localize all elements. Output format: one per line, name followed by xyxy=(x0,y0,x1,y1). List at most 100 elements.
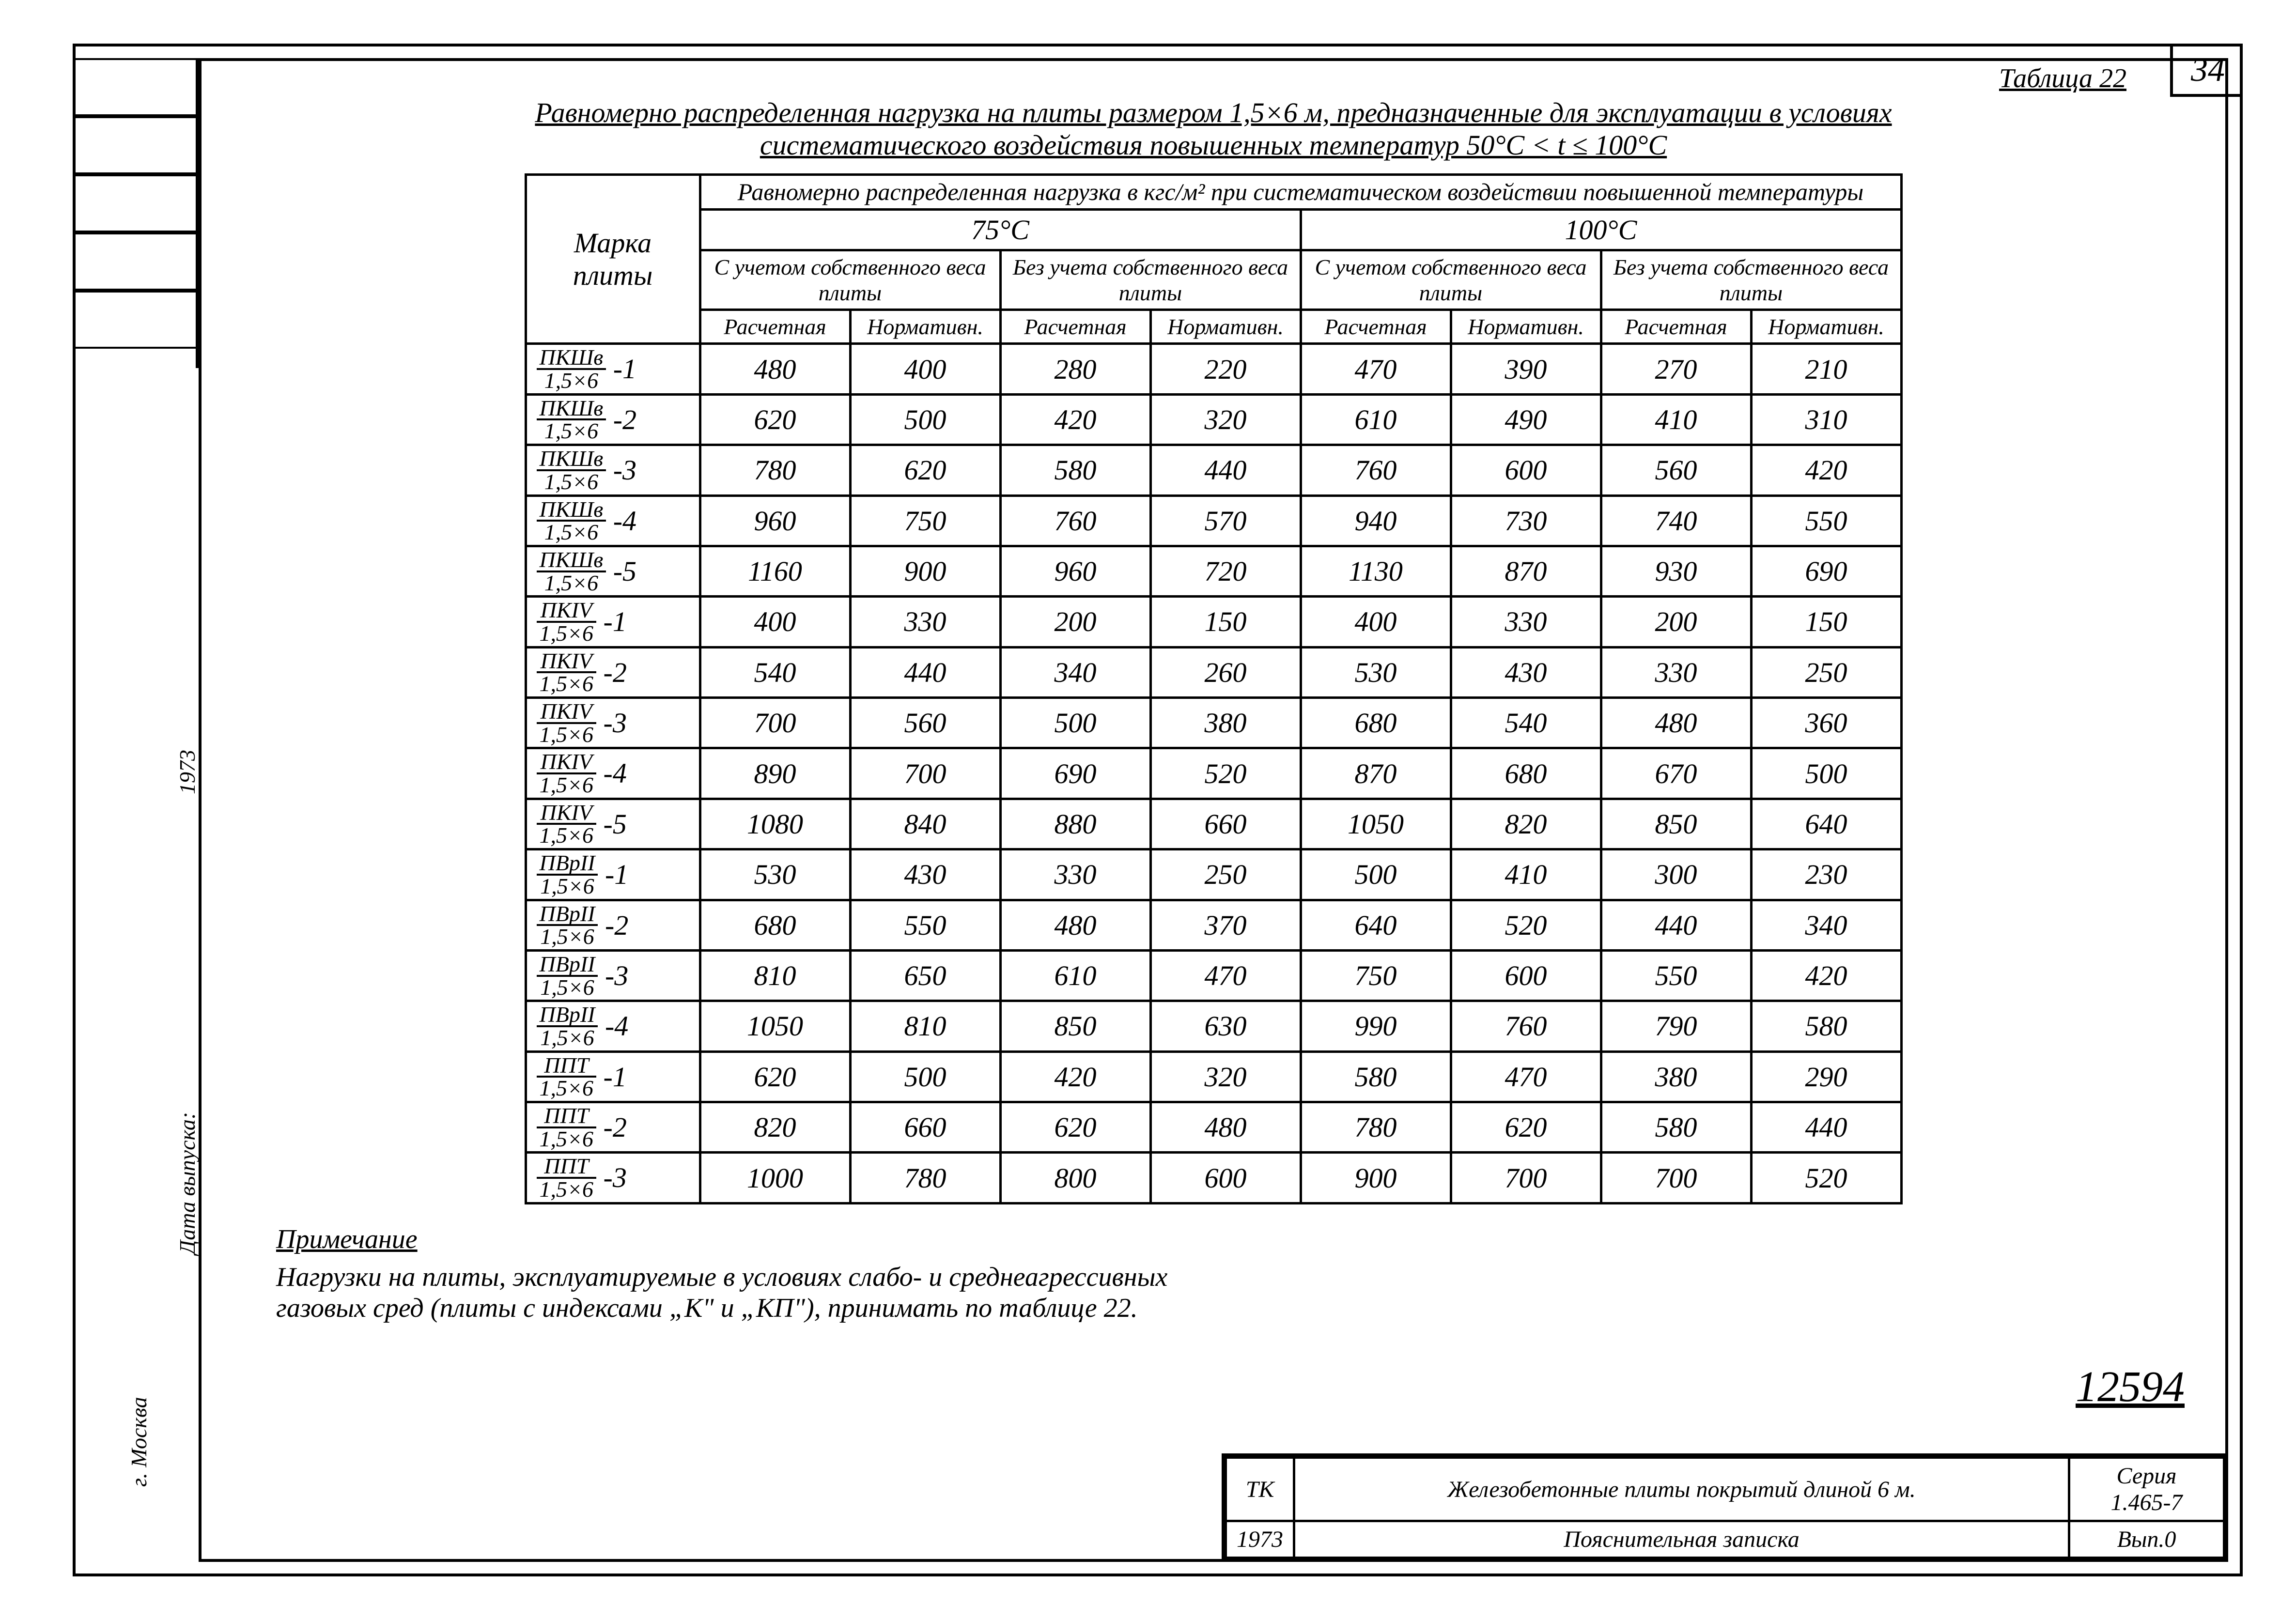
note-block: Примечание Нагрузки на плиты, эксплуатир… xyxy=(276,1224,2209,1324)
data-cell: 580 xyxy=(1751,1001,1901,1051)
hdr-c7: Расчетная xyxy=(1601,310,1751,344)
data-cell: 440 xyxy=(850,647,1000,697)
title-line-2: систематического воздействия повышенных … xyxy=(760,129,1667,161)
data-cell: 780 xyxy=(700,445,850,495)
row-label: ПВрII1,5×6 -2 xyxy=(526,900,700,950)
data-cell: 370 xyxy=(1150,900,1301,950)
data-cell: 480 xyxy=(1601,698,1751,748)
data-cell: 340 xyxy=(1751,900,1901,950)
data-cell: 750 xyxy=(850,495,1000,546)
data-cell: 640 xyxy=(1301,900,1451,950)
data-cell: 480 xyxy=(700,344,850,394)
data-cell: 440 xyxy=(1150,445,1301,495)
hdr-c8: Нормативн. xyxy=(1751,310,1901,344)
table-row: ППТ1,5×6 -31000780800600900700700520 xyxy=(526,1153,1901,1203)
data-cell: 430 xyxy=(850,849,1000,900)
row-label: ПКIV1,5×6 -1 xyxy=(526,597,700,647)
data-cell: 900 xyxy=(1301,1153,1451,1203)
data-cell: 680 xyxy=(1451,748,1601,799)
table-number-label: Таблица 22 xyxy=(218,63,2126,94)
data-cell: 990 xyxy=(1301,1001,1451,1051)
data-cell: 360 xyxy=(1751,698,1901,748)
data-cell: 230 xyxy=(1751,849,1901,900)
hdr-100-with: С учетом собственного веса плиты xyxy=(1301,250,1601,310)
data-cell: 250 xyxy=(1751,647,1901,697)
table-row: ПКШв1,5×6 -1480400280220470390270210 xyxy=(526,344,1901,394)
data-cell: 740 xyxy=(1601,495,1751,546)
data-cell: 150 xyxy=(1150,597,1301,647)
hdr-marka: Марка плиты xyxy=(526,175,700,344)
data-cell: 750 xyxy=(1301,950,1451,1001)
data-cell: 430 xyxy=(1451,647,1601,697)
table-row: ПКШв1,5×6 -511609009607201130870930690 xyxy=(526,546,1901,596)
table-row: ПКШв1,5×6 -3780620580440760600560420 xyxy=(526,445,1901,495)
data-cell: 280 xyxy=(1000,344,1150,394)
data-cell: 390 xyxy=(1451,344,1601,394)
note-title: Примечание xyxy=(276,1224,2209,1255)
data-cell: 1050 xyxy=(700,1001,850,1051)
data-cell: 850 xyxy=(1000,1001,1150,1051)
data-cell: 820 xyxy=(700,1102,850,1153)
data-cell: 150 xyxy=(1751,597,1901,647)
table-row: ПКIV1,5×6 -1400330200150400330200150 xyxy=(526,597,1901,647)
data-cell: 400 xyxy=(1301,597,1451,647)
data-cell: 320 xyxy=(1150,1051,1301,1102)
data-cell: 500 xyxy=(850,1051,1000,1102)
data-cell: 680 xyxy=(1301,698,1451,748)
data-cell: 1160 xyxy=(700,546,850,596)
stamp-series: Серия 1.465-7 xyxy=(2069,1458,2224,1521)
table-header: Марка плиты Равномерно распределенная на… xyxy=(526,175,1901,344)
data-cell: 470 xyxy=(1150,950,1301,1001)
data-cell: 1130 xyxy=(1301,546,1451,596)
row-label: ПКIV1,5×6 -3 xyxy=(526,698,700,748)
binding-city: г. Москва xyxy=(126,1397,152,1487)
data-cell: 700 xyxy=(1451,1153,1601,1203)
table-row: ПКШв1,5×6 -4960750760570940730740550 xyxy=(526,495,1901,546)
data-cell: 410 xyxy=(1451,849,1601,900)
table-row: ПВрII1,5×6 -2680550480370640520440340 xyxy=(526,900,1901,950)
data-cell: 530 xyxy=(1301,647,1451,697)
stamp-series-value: 1.465-7 xyxy=(2111,1490,2183,1515)
data-cell: 610 xyxy=(1301,394,1451,445)
table-title: Равномерно распределенная нагрузка на пл… xyxy=(237,97,2189,161)
data-cell: 840 xyxy=(850,799,1000,849)
row-label: ПКIV1,5×6 -5 xyxy=(526,799,700,849)
data-cell: 600 xyxy=(1451,950,1601,1001)
hdr-c5: Расчетная xyxy=(1301,310,1451,344)
data-cell: 310 xyxy=(1751,394,1901,445)
data-cell: 500 xyxy=(1301,849,1451,900)
table-row: ПКШв1,5×6 -2620500420320610490410310 xyxy=(526,394,1901,445)
data-cell: 540 xyxy=(700,647,850,697)
data-cell: 620 xyxy=(700,1051,850,1102)
data-cell: 550 xyxy=(1751,495,1901,546)
hdr-75-without: Без учета собственного веса плиты xyxy=(1000,250,1301,310)
table-row: ПКIV1,5×6 -4890700690520870680670500 xyxy=(526,748,1901,799)
data-cell: 580 xyxy=(1000,445,1150,495)
data-cell: 380 xyxy=(1150,698,1301,748)
stamp-title: Железобетонные плиты покрытий длиной 6 м… xyxy=(1294,1458,2069,1521)
data-cell: 540 xyxy=(1451,698,1601,748)
data-cell: 520 xyxy=(1150,748,1301,799)
row-label: ПВрII1,5×6 -1 xyxy=(526,849,700,900)
data-cell: 790 xyxy=(1601,1001,1751,1051)
data-cell: 210 xyxy=(1751,344,1901,394)
data-cell: 260 xyxy=(1150,647,1301,697)
row-label: ПКШв1,5×6 -2 xyxy=(526,394,700,445)
data-cell: 330 xyxy=(850,597,1000,647)
data-cell: 940 xyxy=(1301,495,1451,546)
data-cell: 870 xyxy=(1301,748,1451,799)
data-cell: 930 xyxy=(1601,546,1751,596)
data-cell: 620 xyxy=(1451,1102,1601,1153)
data-cell: 300 xyxy=(1601,849,1751,900)
table-row: ПКIV1,5×6 -510808408806601050820850640 xyxy=(526,799,1901,849)
data-cell: 530 xyxy=(700,849,850,900)
hdr-c1: Расчетная xyxy=(700,310,850,344)
data-cell: 760 xyxy=(1000,495,1150,546)
row-label: ПКШв1,5×6 -1 xyxy=(526,344,700,394)
data-cell: 270 xyxy=(1601,344,1751,394)
data-cell: 890 xyxy=(700,748,850,799)
data-cell: 1080 xyxy=(700,799,850,849)
data-cell: 1050 xyxy=(1301,799,1451,849)
data-cell: 720 xyxy=(1150,546,1301,596)
data-cell: 690 xyxy=(1000,748,1150,799)
